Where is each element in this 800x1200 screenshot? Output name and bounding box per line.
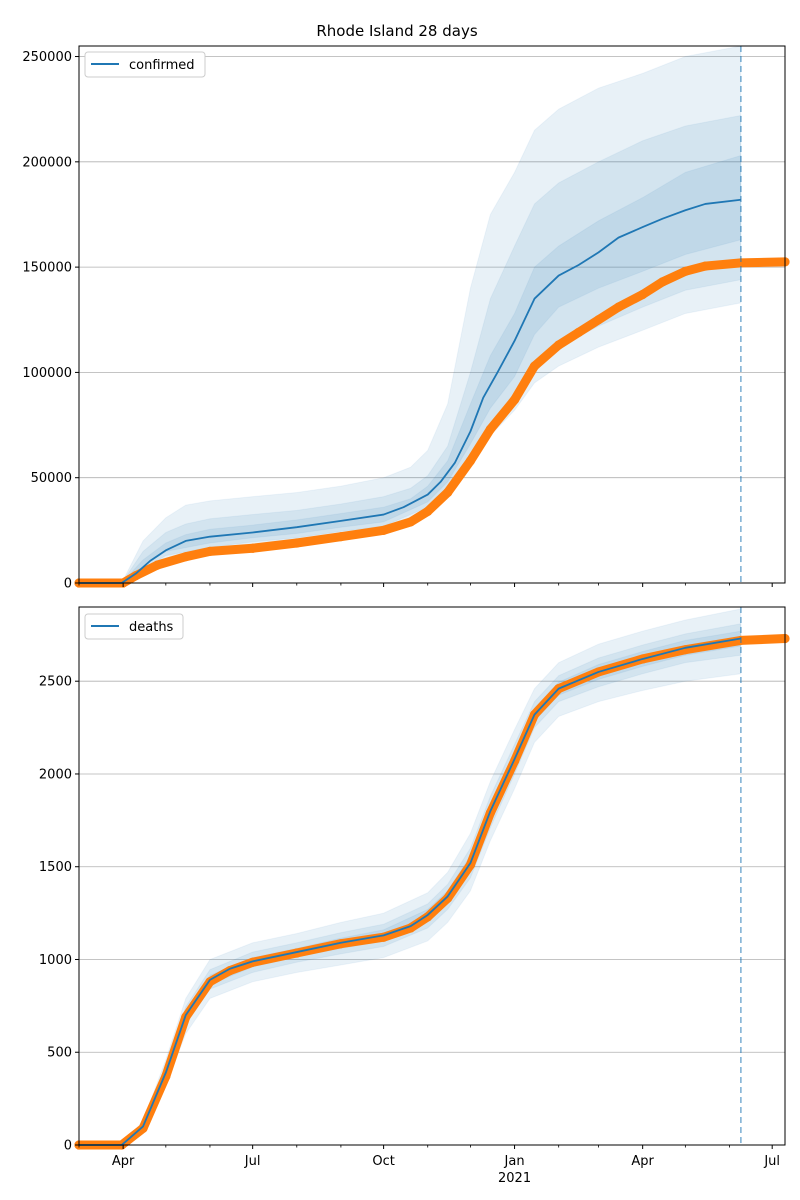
deaths-band-2 — [79, 623, 742, 1146]
deaths-legend-box — [84, 613, 184, 640]
confirmed-observed-point — [406, 517, 416, 527]
confirmed-observed-point — [465, 456, 476, 466]
confirmed-band-3 — [79, 154, 742, 584]
deaths-y-tick-label: 1000 — [39, 953, 72, 968]
confirmed-y-tick-label: 250000 — [22, 50, 72, 65]
confirmed-y-ticks: 0 50000 100000 150000 200000 250000 — [22, 50, 79, 592]
x-tick-label: Jul — [763, 1154, 780, 1169]
confirmed-observed-point — [657, 277, 668, 287]
confirmed-median-series — [79, 198, 741, 584]
confirmed-observed-point — [485, 424, 495, 434]
deaths-y-tick-label: 2000 — [39, 767, 72, 782]
deaths-y-tick-label: 2500 — [39, 675, 72, 690]
confirmed-observed-point — [700, 261, 710, 271]
confirmed-y-tick-label: 0 — [64, 577, 72, 592]
deaths-median-series — [79, 637, 742, 1146]
confirmed-observed-point — [181, 552, 191, 562]
x-tick-label: Jul — [244, 1154, 261, 1169]
confirmed-x-ticks — [78, 583, 773, 587]
confirmed-observed-point — [443, 487, 453, 498]
confirmed-observed-point — [292, 538, 302, 548]
confirmed-legend-label: confirmed — [129, 58, 195, 73]
confirmed-panel: 0 50000 100000 150000 200000 250000 confirmed — [22, 45, 790, 592]
confirmed-y-tick-label: 100000 — [22, 366, 72, 381]
confirmed-observed-point — [593, 315, 604, 325]
confirmed-observed-point — [423, 506, 433, 516]
deaths-observed-point — [423, 912, 433, 922]
confirmed-axes-frame — [78, 45, 786, 584]
deaths-axes-frame — [78, 606, 786, 1146]
deaths-y-tick-label: 0 — [64, 1139, 72, 1154]
confirmed-observed-point — [131, 571, 141, 581]
deaths-uncertainty-bands — [79, 608, 742, 1146]
confirmed-uncertainty-bands — [79, 45, 742, 584]
confirmed-observed-point — [613, 302, 624, 312]
confirmed-observed-point — [152, 560, 162, 570]
deaths-legend: deaths — [84, 613, 184, 640]
confirmed-legend-box — [84, 51, 206, 78]
deaths-observed-point — [443, 893, 453, 903]
x-tick-label: Apr — [631, 1154, 654, 1169]
deaths-band-3 — [79, 630, 742, 1146]
x-tick-label: Jan — [504, 1154, 525, 1169]
deaths-observed-point — [138, 1123, 148, 1133]
confirmed-median-line — [79, 198, 741, 584]
x-tick-label: Oct — [372, 1154, 394, 1169]
deaths-y-tick-label: 500 — [47, 1046, 72, 1061]
deaths-median-line — [79, 637, 742, 1146]
confirmed-band-2 — [79, 114, 742, 584]
confirmed-observed-point — [336, 532, 346, 542]
confirmed-legend: confirmed — [84, 51, 206, 78]
deaths-y-tick-label: 1500 — [39, 860, 72, 875]
x-tick-year-label: 2021 — [498, 1171, 531, 1186]
deaths-observed-point — [336, 939, 346, 949]
deaths-x-ticks: Apr Jul Oct Jan 2021 Apr Jul — [78, 1145, 780, 1186]
confirmed-y-tick-label: 150000 — [22, 261, 72, 276]
confirmed-observed-point — [574, 327, 584, 337]
confirmed-y-tick-label: 50000 — [31, 471, 72, 486]
deaths-legend-label: deaths — [129, 620, 174, 635]
confirmed-observed-point — [205, 546, 215, 557]
confirmed-observed-point — [509, 395, 520, 405]
deaths-band-1 — [79, 608, 742, 1146]
confirmed-observed-point — [379, 525, 389, 535]
confirmed-observed-point — [554, 340, 564, 350]
confirmed-y-tick-label: 200000 — [22, 155, 72, 170]
x-tick-label: Apr — [112, 1154, 135, 1169]
confirmed-observed-point — [638, 289, 648, 300]
confirmed-observed-point — [680, 266, 690, 276]
confirmed-observed-point — [529, 361, 540, 371]
confirmed-observed-point — [248, 543, 258, 553]
deaths-y-ticks: 0 500 1000 1500 2000 2500 — [39, 675, 79, 1154]
confirmed-observed-point — [736, 258, 746, 268]
chart-title: Rhode Island 28 days — [316, 22, 477, 40]
